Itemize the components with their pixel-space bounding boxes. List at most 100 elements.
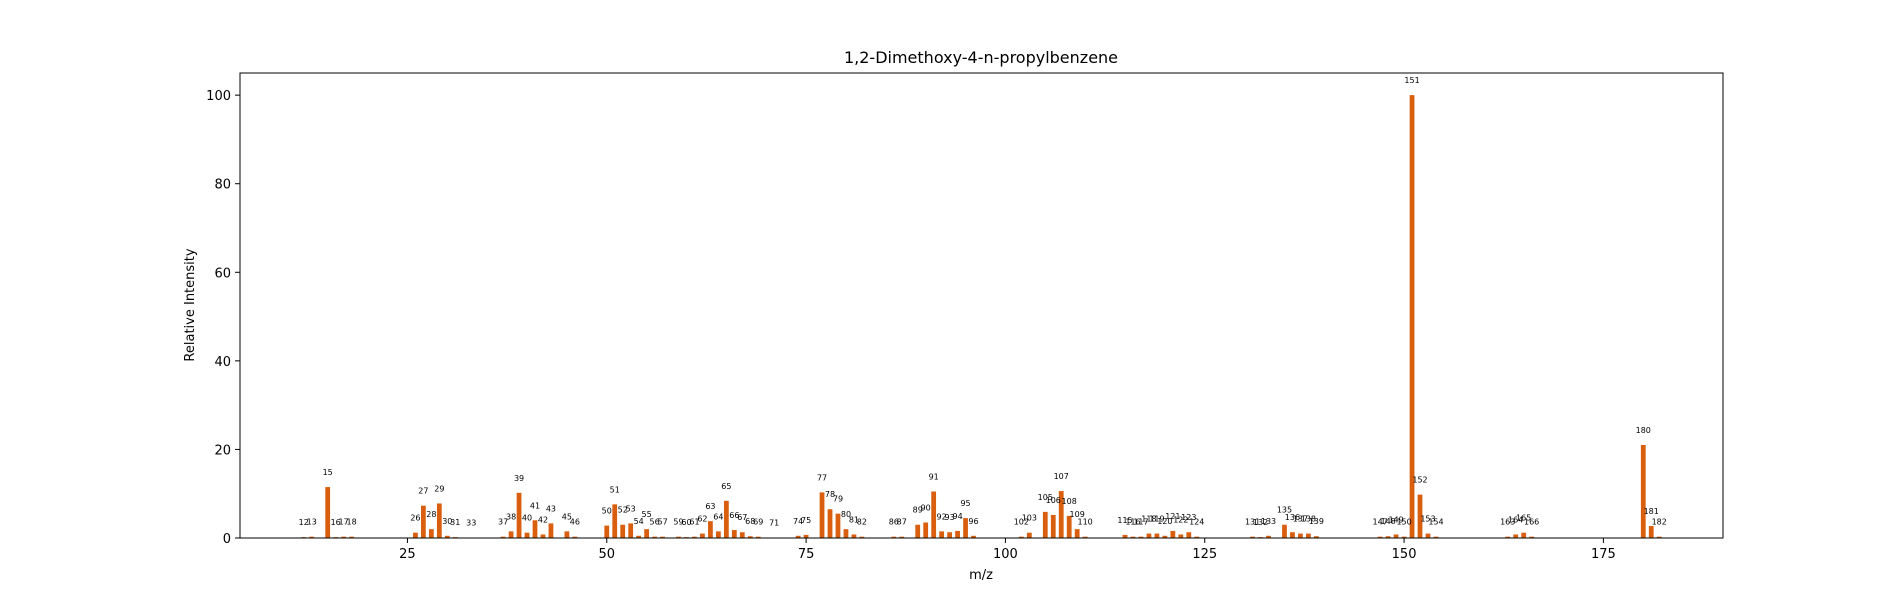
x-axis: 25 50 75 100 125 150 175: [399, 538, 1616, 562]
bar-label-mz-62: 62: [697, 515, 707, 524]
bar-label-mz-65: 65: [721, 482, 731, 491]
chart-title: 1,2-Dimethoxy-4-n-propylbenzene: [844, 48, 1118, 67]
bar-mz-59: [676, 536, 681, 538]
bar-mz-139: [1313, 536, 1319, 538]
bar-mz-13: [309, 536, 315, 538]
bar-label-mz-30: 30: [442, 517, 452, 526]
bar-mz-147: [1377, 536, 1383, 538]
bar-mz-81: [851, 534, 857, 538]
bar-mz-52: [620, 524, 626, 538]
bar-label-mz-95: 95: [960, 499, 970, 508]
bar-label-mz-96: 96: [968, 517, 978, 526]
bar-label-mz-52: 52: [618, 506, 628, 515]
bar-mz-68: [747, 536, 753, 538]
bar-mz-90: [923, 522, 929, 538]
x-tick-label-50: 50: [598, 547, 615, 562]
bar-label-mz-136: 136: [1285, 513, 1300, 522]
bar-label-mz-165: 165: [1516, 514, 1531, 523]
y-tick-label-60: 60: [214, 266, 231, 281]
bar-label-mz-115: 115: [1117, 516, 1132, 525]
bar-mz-91: [931, 491, 937, 538]
bar-mz-94: [955, 530, 960, 538]
bar-label-mz-116: 116: [1125, 518, 1140, 527]
bar-label-mz-79: 79: [833, 495, 843, 504]
bar-label-mz-118: 118: [1141, 515, 1156, 524]
bar-mz-149: [1393, 534, 1399, 538]
bar-label-mz-77: 77: [817, 473, 827, 482]
bar-mz-164: [1513, 534, 1519, 538]
bar-mz-50: [604, 525, 610, 538]
bar-label-mz-180: 180: [1636, 426, 1651, 435]
bar-label-mz-135: 135: [1277, 506, 1292, 515]
bar-label-mz-31: 31: [450, 518, 460, 527]
bar-mz-15: [325, 487, 331, 538]
bar-mz-17: [341, 536, 347, 538]
bar-mz-138: [1306, 533, 1311, 538]
bar-label-mz-71: 71: [769, 519, 779, 528]
bar-label-mz-51: 51: [610, 485, 620, 494]
bar-label-mz-149: 149: [1388, 515, 1403, 524]
bar-label-mz-16: 16: [331, 518, 341, 527]
bar-label-mz-18: 18: [347, 518, 357, 527]
bar-label-mz-64: 64: [713, 512, 723, 521]
bar-label-mz-133: 133: [1261, 517, 1276, 526]
bar-mz-40: [524, 532, 530, 538]
bar-mz-151: [1409, 95, 1415, 538]
bar-mz-154: [1433, 536, 1439, 538]
bar-label-mz-137: 137: [1293, 515, 1308, 524]
bar-mz-119: [1154, 533, 1160, 538]
bar-label-mz-56: 56: [650, 518, 660, 527]
y-tick-label-20: 20: [214, 443, 231, 458]
bar-mz-69: [755, 536, 761, 538]
x-tick-label-75: 75: [798, 547, 815, 562]
y-tick-label-40: 40: [214, 355, 231, 370]
bar-label-mz-117: 117: [1133, 518, 1148, 527]
bar-label-mz-27: 27: [418, 487, 428, 496]
y-axis: 0 20 40 60 80 100: [206, 89, 240, 547]
bar-mz-57: [660, 536, 665, 538]
bar-label-mz-148: 148: [1380, 517, 1395, 526]
bar-mz-165: [1521, 532, 1527, 538]
bar-label-mz-54: 54: [634, 517, 644, 526]
bar-label-mz-121: 121: [1165, 512, 1180, 521]
bar-label-mz-45: 45: [562, 512, 572, 521]
bar-label-mz-124: 124: [1189, 518, 1204, 527]
bar-label-mz-182: 182: [1652, 518, 1667, 527]
bar-label-mz-91: 91: [929, 473, 939, 482]
bar-series: [301, 95, 1662, 538]
bar-label-mz-107: 107: [1054, 472, 1069, 481]
bar-mz-152: [1417, 494, 1423, 538]
bar-mz-82: [859, 536, 865, 538]
bar-mz-45: [564, 531, 570, 538]
bar-label-mz-181: 181: [1644, 507, 1659, 516]
bar-mz-137: [1298, 533, 1303, 538]
bar-mz-87: [899, 536, 905, 538]
bar-mz-136: [1290, 532, 1295, 538]
bar-label-mz-87: 87: [897, 518, 907, 527]
bar-label-mz-42: 42: [538, 515, 548, 524]
bar-mz-115: [1122, 534, 1128, 538]
bar-label-mz-102: 102: [1014, 518, 1029, 527]
bar-label-mz-13: 13: [307, 518, 317, 527]
bar-label-mz-15: 15: [323, 468, 333, 477]
bar-mz-105: [1042, 511, 1048, 538]
bar-mz-124: [1194, 536, 1200, 538]
bar-label-mz-154: 154: [1428, 518, 1443, 527]
bar-label-mz-86: 86: [889, 518, 899, 527]
bar-mz-109: [1074, 529, 1080, 538]
bar-label-mz-147: 147: [1373, 518, 1388, 527]
bar-mz-110: [1082, 536, 1088, 538]
y-tick-label-100: 100: [206, 89, 231, 104]
x-tick-label-25: 25: [399, 547, 416, 562]
bar-mz-80: [843, 529, 849, 538]
bar-mz-163: [1505, 536, 1511, 538]
bar-label-mz-57: 57: [657, 518, 667, 527]
bar-label-mz-108: 108: [1062, 497, 1077, 506]
bar-label-mz-53: 53: [626, 504, 636, 513]
bar-mz-56: [652, 536, 657, 538]
bar-mz-181: [1648, 526, 1654, 538]
x-tick-label-150: 150: [1392, 547, 1417, 562]
x-tick-label-100: 100: [993, 547, 1018, 562]
bar-mz-121: [1170, 530, 1176, 538]
bar-mz-41: [532, 520, 538, 538]
